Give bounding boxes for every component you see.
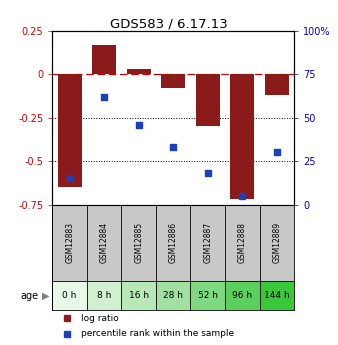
Point (240, 193, 245, 199)
Point (101, 94, 107, 100)
Text: 28 h: 28 h (163, 291, 183, 300)
Text: GSM12887: GSM12887 (203, 222, 212, 263)
Bar (92, 45, 116, 75)
Bar (260, 205, 294, 281)
Text: GSM12884: GSM12884 (100, 222, 109, 263)
Bar (87, 205, 121, 281)
Point (136, 122, 141, 128)
Text: GSM12883: GSM12883 (65, 222, 74, 263)
Bar (121, 205, 156, 281)
Text: GSM12885: GSM12885 (134, 222, 143, 263)
Bar (225, 281, 260, 310)
Bar (87, 281, 121, 310)
Bar (230, 75, 255, 199)
Bar (191, 281, 225, 310)
Text: log ratio: log ratio (81, 314, 119, 323)
Text: percentile rank within the sample: percentile rank within the sample (81, 329, 235, 338)
Text: GSM12886: GSM12886 (169, 222, 178, 263)
Text: 144 h: 144 h (264, 291, 290, 300)
Bar (196, 75, 220, 127)
Text: GDS583 / 6.17.13: GDS583 / 6.17.13 (110, 17, 228, 30)
Text: age: age (21, 290, 39, 300)
Point (67, 176, 72, 181)
Text: 0 h: 0 h (63, 291, 77, 300)
Bar (161, 75, 185, 88)
Bar (191, 205, 225, 281)
Text: 96 h: 96 h (232, 291, 252, 300)
Text: ▶: ▶ (42, 290, 49, 300)
Point (171, 145, 176, 150)
Point (274, 150, 280, 155)
Text: 52 h: 52 h (198, 291, 218, 300)
Bar (52, 205, 87, 281)
Bar (260, 281, 294, 310)
Text: GSM12889: GSM12889 (272, 222, 281, 263)
Text: GSM12888: GSM12888 (238, 222, 247, 263)
Bar (127, 69, 151, 75)
Bar (52, 281, 87, 310)
Point (205, 170, 211, 176)
Bar (156, 205, 191, 281)
Bar (156, 281, 191, 310)
Bar (121, 281, 156, 310)
Bar (265, 75, 289, 95)
Text: 8 h: 8 h (97, 291, 111, 300)
Bar (57, 75, 82, 187)
Bar (225, 205, 260, 281)
Text: 16 h: 16 h (129, 291, 149, 300)
